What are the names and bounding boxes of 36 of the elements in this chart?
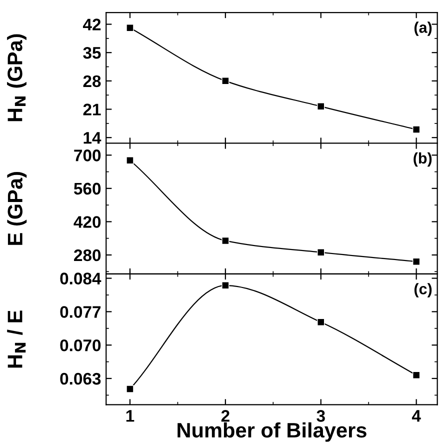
point bbox=[412, 126, 420, 134]
y-axis-title: H$_{N}$ (GPa) bbox=[7, 34, 26, 122]
y-tick-label: 42 bbox=[82, 18, 101, 30]
y-tick-label: 21 bbox=[83, 104, 101, 116]
point bbox=[412, 258, 420, 266]
y-axis-title: E (GPa) bbox=[7, 172, 27, 245]
y-tick-label: 35 bbox=[83, 46, 101, 59]
point bbox=[222, 77, 230, 85]
point bbox=[126, 156, 134, 164]
y-tick-label: 700 bbox=[74, 150, 101, 162]
x-tick-label: 3 bbox=[316, 410, 325, 422]
point bbox=[412, 371, 420, 379]
y-tick-label: 28 bbox=[83, 75, 101, 88]
y-tick-label: 14 bbox=[84, 132, 102, 144]
point bbox=[222, 236, 230, 245]
annotation: (a) bbox=[414, 22, 432, 36]
y-tick-label: 280 bbox=[74, 249, 101, 262]
annotation: (c) bbox=[414, 283, 432, 298]
y-tick-label: 0.077 bbox=[60, 306, 101, 318]
point bbox=[317, 248, 325, 256]
x-tick-label: 4 bbox=[412, 410, 421, 422]
y-axis-title: H$_{N}$ / E bbox=[7, 310, 26, 368]
y-tick-label: 0.070 bbox=[60, 339, 101, 352]
x-tick-label: 2 bbox=[221, 410, 230, 422]
point bbox=[317, 102, 325, 110]
point bbox=[222, 282, 230, 290]
annotation: (b) bbox=[414, 152, 432, 167]
y-tick-label: 560 bbox=[74, 182, 101, 195]
y-tick-label: 0.063 bbox=[60, 372, 101, 385]
point bbox=[126, 385, 134, 393]
x-axis-title: Number of Bilayers bbox=[178, 422, 366, 442]
point bbox=[317, 318, 325, 326]
y-tick-label: 420 bbox=[74, 216, 101, 228]
point bbox=[126, 24, 134, 32]
y-tick-label: 0.084 bbox=[60, 272, 102, 284]
x-tick-label: 1 bbox=[126, 410, 134, 422]
